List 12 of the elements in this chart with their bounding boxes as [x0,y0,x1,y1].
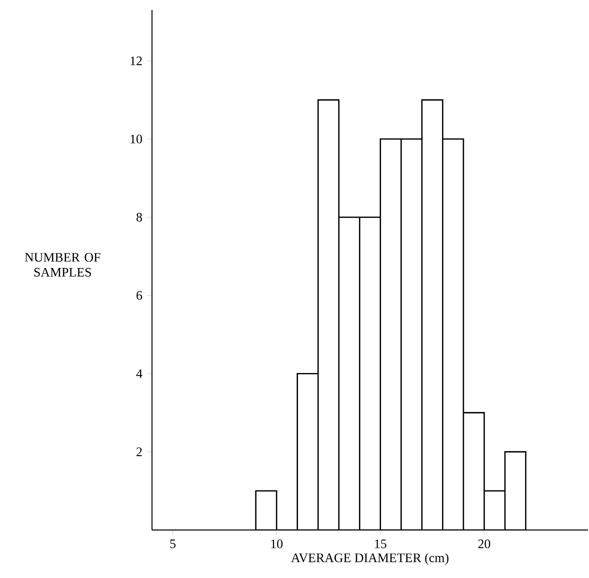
x-tick-label: 5 [170,540,176,548]
y-tick-label: 4 [136,369,142,378]
y-tick-label: 10 [130,134,142,144]
y-tick-label: 8 [136,212,142,222]
y-tick-label: 2 [136,448,142,456]
x-tick-label: 15 [375,540,386,548]
x-tick-label: 20 [478,540,490,548]
y-tick-label: 6 [136,291,142,300]
y-axis-title: NUMBER OF SAMPLES [24,252,100,277]
x-axis-title: AVERAGE DIAMETER (cm) [291,553,448,565]
y-tick-label: 12 [130,56,142,66]
x-tick-label: 10 [271,540,283,548]
